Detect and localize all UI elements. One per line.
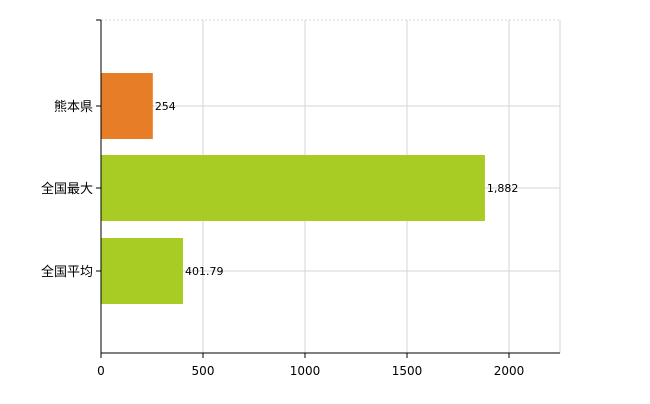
data-label-1: 1,882 — [487, 182, 518, 195]
bar-1 — [101, 155, 485, 221]
category-label-1: 全国最大 — [41, 181, 93, 197]
gridlines — [101, 19, 561, 353]
data-label-0: 254 — [155, 100, 176, 113]
bar-2 — [101, 238, 183, 304]
category-label-2: 全国平均 — [41, 264, 93, 280]
bars — [101, 73, 485, 304]
x-tick-label-4: 2000 — [494, 364, 525, 378]
x-tick-label-1: 500 — [192, 364, 215, 378]
x-tick-label-0: 0 — [97, 364, 105, 378]
data-label-2: 401.79 — [185, 265, 224, 278]
x-tick-label-3: 1500 — [392, 364, 423, 378]
category-label-0: 熊本県 — [54, 99, 93, 115]
bar-0 — [101, 73, 153, 139]
labels: 254 熊本県 1,882 全国最大 401.79 全国平均 0 500 1000 1500 200… — [41, 99, 524, 378]
x-tick-label-2: 1000 — [290, 364, 321, 378]
axes — [96, 19, 560, 358]
